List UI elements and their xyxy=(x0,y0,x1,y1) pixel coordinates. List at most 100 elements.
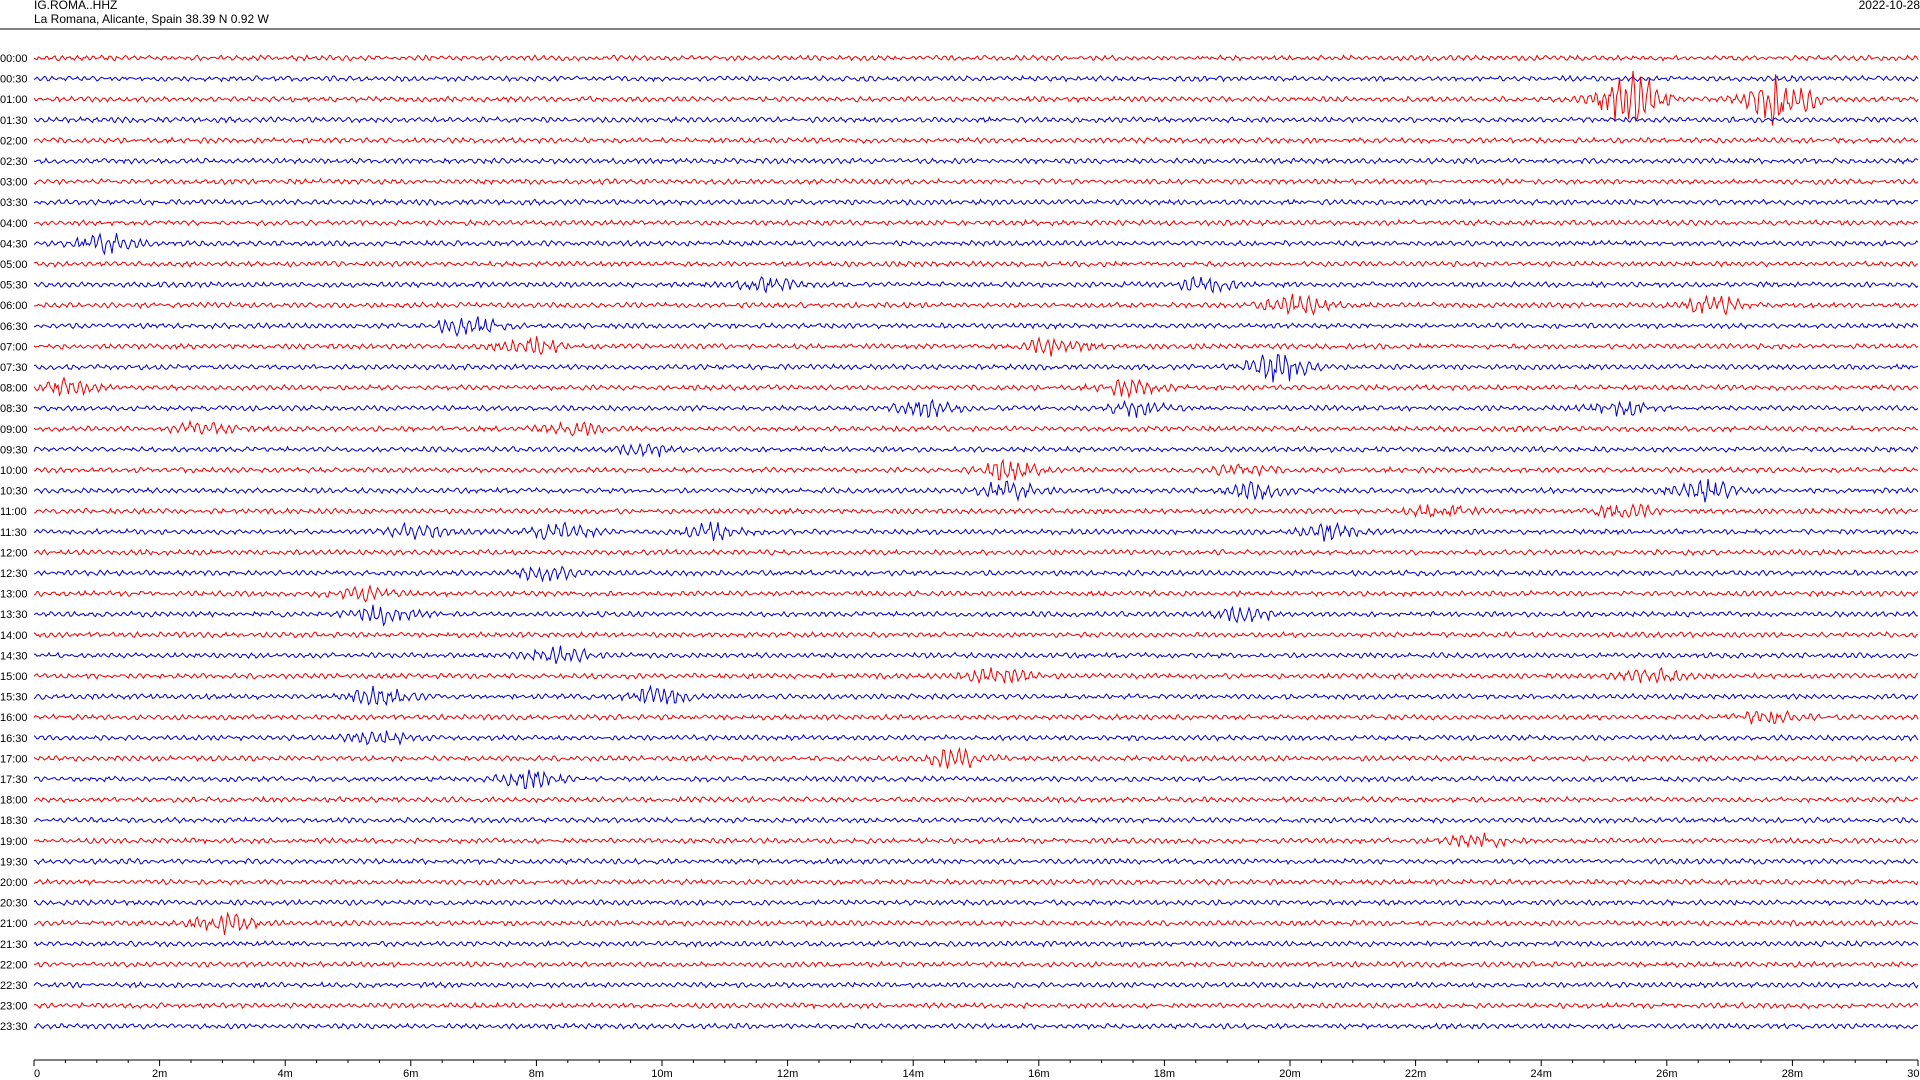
trace-row xyxy=(33,816,1919,824)
x-tick-label: 2m xyxy=(152,1068,167,1080)
row-label: 09:00 xyxy=(0,424,28,436)
row-label: 20:00 xyxy=(0,877,28,889)
row-label: 05:30 xyxy=(0,280,28,292)
trace-row xyxy=(33,940,1919,948)
row-label: 10:30 xyxy=(0,486,28,498)
row-label: 12:00 xyxy=(0,547,28,559)
station-code: IG.ROMA..HHZ xyxy=(34,0,118,12)
trace-row xyxy=(33,832,1919,849)
x-tick-label: 22m xyxy=(1405,1068,1426,1080)
row-label: 03:00 xyxy=(0,177,28,189)
x-tick-label: 30m xyxy=(1907,1068,1920,1080)
trace-row xyxy=(33,115,1919,124)
x-tick-label: 24m xyxy=(1530,1068,1551,1080)
row-label: 21:30 xyxy=(0,939,28,951)
row-label: 17:00 xyxy=(0,753,28,765)
trace-row xyxy=(33,746,1919,769)
trace-row xyxy=(33,275,1919,294)
trace-row xyxy=(33,630,1919,639)
trace-row xyxy=(33,878,1919,886)
row-label: 19:30 xyxy=(0,856,28,868)
recording-date: 2022-10-28 xyxy=(1858,0,1920,12)
row-label: 11:30 xyxy=(0,527,27,539)
trace-row xyxy=(33,730,1919,747)
row-label: 06:00 xyxy=(0,300,28,312)
trace-row xyxy=(33,503,1919,519)
trace-row xyxy=(33,1001,1919,1010)
row-label: 15:30 xyxy=(0,692,28,704)
x-axis: 0 2m 4m 6m 8m 10m 12m 14m 16m 18m 20m 22m 24m 26m 28m 3… xyxy=(33,1059,1920,1080)
row-label: 13:30 xyxy=(0,609,28,621)
x-tick-label: 4m xyxy=(278,1068,293,1080)
trace-row xyxy=(33,584,1919,603)
trace-row xyxy=(33,316,1919,338)
trace-row xyxy=(33,981,1919,989)
trace-row xyxy=(33,71,1919,126)
trace-row xyxy=(33,157,1919,165)
row-label: 20:30 xyxy=(0,898,28,910)
trace-row xyxy=(33,136,1919,145)
trace-row xyxy=(33,645,1919,664)
trace-row xyxy=(33,293,1919,316)
trace-row xyxy=(33,198,1919,207)
row-label: 17:30 xyxy=(0,774,28,786)
row-label: 06:30 xyxy=(0,321,28,333)
trace-row xyxy=(33,353,1919,383)
row-label: 22:00 xyxy=(0,959,28,971)
row-label: 16:30 xyxy=(0,733,28,745)
trace-row xyxy=(33,419,1919,437)
row-label: 02:30 xyxy=(0,156,28,168)
trace-row xyxy=(33,54,1919,62)
trace-row xyxy=(33,376,1919,399)
trace-row xyxy=(33,458,1919,481)
station-location: La Romana, Alicante, Spain 38.39 N 0.92 … xyxy=(34,12,269,26)
x-tick-label: 6m xyxy=(403,1068,418,1080)
x-tick-label: 14m xyxy=(902,1068,923,1080)
trace-row xyxy=(33,398,1919,419)
trace-row xyxy=(33,548,1919,557)
row-label: 00:30 xyxy=(0,74,28,86)
trace-row xyxy=(33,521,1919,542)
trace-row xyxy=(33,795,1919,804)
row-label-group: 00:00 00:30 01:00 01:30 02:00 02:30 03:00 03:30… xyxy=(0,53,28,1033)
trace-row xyxy=(33,177,1919,186)
trace-row xyxy=(33,911,1919,935)
trace-row xyxy=(33,232,1919,256)
row-label: 08:30 xyxy=(0,403,28,415)
row-label: 01:30 xyxy=(0,115,28,127)
row-label: 19:00 xyxy=(0,836,28,848)
trace-row xyxy=(33,478,1919,503)
trace-row xyxy=(33,960,1919,969)
row-label: 01:00 xyxy=(0,94,28,106)
row-label: 22:30 xyxy=(0,980,28,992)
x-tick-label: 10m xyxy=(651,1068,672,1080)
trace-row xyxy=(33,74,1919,83)
trace-group xyxy=(33,54,1919,1030)
trace-row xyxy=(33,1022,1919,1030)
row-label: 13:00 xyxy=(0,589,28,601)
row-label: 12:30 xyxy=(0,568,28,580)
x-tick-label: 16m xyxy=(1028,1068,1049,1080)
row-label: 14:30 xyxy=(0,650,28,662)
row-label: 11:00 xyxy=(0,506,27,518)
row-label: 15:00 xyxy=(0,671,28,683)
trace-row xyxy=(33,442,1919,458)
trace-row xyxy=(33,709,1919,725)
trace-row xyxy=(33,666,1919,685)
row-label: 23:30 xyxy=(0,1021,28,1033)
row-label: 04:30 xyxy=(0,238,28,250)
trace-row xyxy=(33,769,1919,790)
row-label: 10:00 xyxy=(0,465,28,477)
row-label: 23:00 xyxy=(0,1001,28,1013)
row-label: 07:30 xyxy=(0,362,28,374)
row-label: 07:00 xyxy=(0,341,28,353)
x-tick-label: 12m xyxy=(777,1068,798,1080)
trace-row xyxy=(33,218,1919,227)
x-tick-label: 20m xyxy=(1279,1068,1300,1080)
row-label: 09:30 xyxy=(0,444,28,456)
trace-row xyxy=(33,565,1919,583)
x-tick-label: 8m xyxy=(529,1068,544,1080)
trace-row xyxy=(33,336,1919,357)
x-tick-label: 26m xyxy=(1656,1068,1677,1080)
trace-row xyxy=(33,898,1919,907)
